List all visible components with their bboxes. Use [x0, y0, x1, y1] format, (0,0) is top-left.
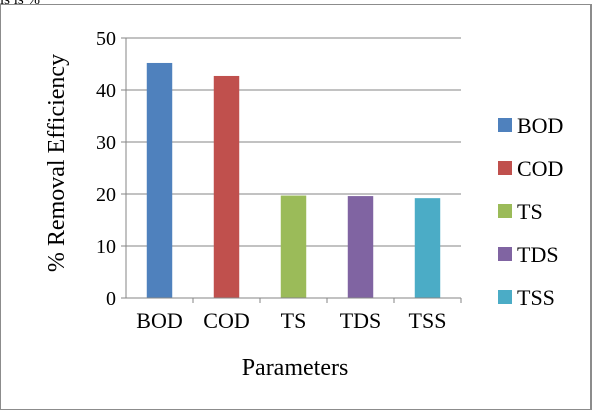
legend-swatch-tds: [498, 247, 512, 261]
bar-tss: [414, 198, 441, 298]
legend-label-ts: TS: [517, 199, 543, 224]
legend-label-bod: BOD: [517, 113, 563, 138]
legend: BOD COD TS TDS TSS: [498, 113, 563, 310]
legend-swatch-ts: [498, 204, 512, 218]
legend-label-tds: TDS: [517, 242, 559, 267]
bars: [146, 62, 441, 299]
legend-swatch-bod: [498, 118, 512, 132]
bar-bod: [146, 62, 173, 299]
bar-cod: [213, 75, 240, 299]
y-tick-label: 40: [96, 80, 116, 102]
legend-label-cod: COD: [517, 156, 563, 181]
bar-ts: [280, 195, 307, 298]
x-tick-label: TS: [281, 308, 307, 333]
y-tick-label: 50: [96, 28, 116, 50]
y-tick-label: 30: [96, 132, 116, 154]
axes: [125, 38, 461, 299]
legend-swatch-cod: [498, 161, 512, 175]
legend-swatch-tss: [498, 290, 512, 304]
x-tick-label: TDS: [340, 308, 382, 333]
bar-tds: [347, 196, 374, 298]
y-tick-label: 10: [96, 236, 116, 258]
x-tick-label: BOD: [136, 308, 182, 333]
x-tick-label: COD: [203, 308, 249, 333]
tick-labels: 0 10 20 30 40 50 BOD COD TS TDS TSS: [96, 28, 462, 333]
chart-area: 0 10 20 30 40 50 BOD COD TS TDS TSS % Removal Effi…: [0, 4, 592, 410]
bar-chart: 0 10 20 30 40 50 BOD COD TS TDS TSS % Removal Effi…: [44, 28, 563, 381]
y-tick-label: 20: [96, 184, 116, 206]
x-tick-label: TSS: [409, 308, 447, 333]
y-tick-label: 0: [106, 288, 116, 310]
y-axis-label: % Removal Efficiency: [44, 54, 70, 272]
x-axis-label: Parameters: [242, 355, 349, 381]
legend-label-tss: TSS: [517, 285, 555, 310]
